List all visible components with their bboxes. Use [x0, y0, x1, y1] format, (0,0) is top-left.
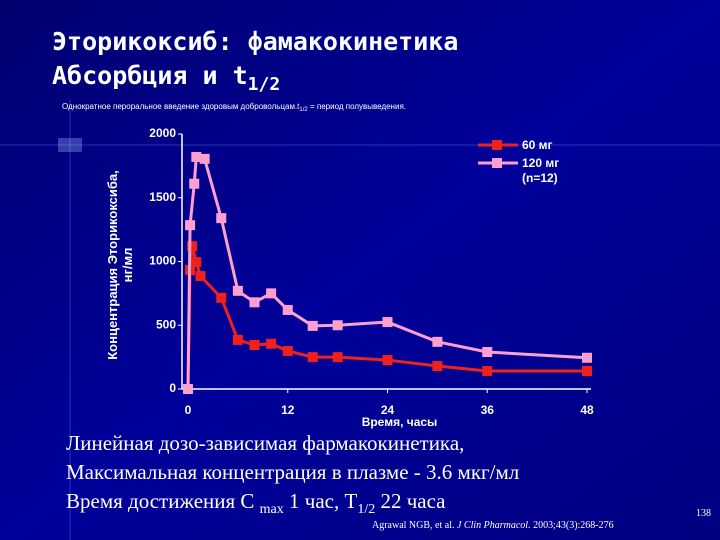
data-point [332, 352, 343, 363]
data-point [432, 361, 443, 372]
y-tick-label: 1000 [149, 254, 176, 268]
data-point [185, 220, 196, 231]
data-point [482, 366, 493, 377]
legend-label: 60 мг [522, 138, 553, 152]
note-text: Максимальная концентрация в плазме - 3.6… [66, 460, 519, 484]
cite-journal: J Clin Pharmacol. [457, 520, 531, 531]
note-text: Линейная дозо-зависимая фармакокинетика, [66, 431, 464, 455]
legend-label: 120 мг (n=12) [522, 156, 560, 185]
data-point [187, 241, 198, 252]
data-point [189, 178, 200, 189]
data-point [266, 338, 277, 349]
data-point [191, 151, 202, 162]
note: Время достижения С max 1 час, Т1/2 22 ча… [66, 489, 446, 517]
data-point [199, 153, 210, 164]
legend-marker [492, 158, 502, 168]
x-tick-label: 12 [281, 403, 295, 417]
x-tick-label: 24 [381, 403, 395, 417]
x-axis-label: Время, часы [362, 415, 438, 429]
cite-text: Agrawal NGB, et al. [372, 520, 457, 531]
data-point [482, 347, 493, 358]
note-sub: 1/2 [357, 502, 375, 517]
data-point [191, 257, 202, 268]
data-point [432, 336, 443, 347]
series-line [186, 155, 588, 390]
data-point [183, 384, 193, 394]
data-point [307, 320, 318, 331]
title-sub: 1/2 [248, 74, 281, 95]
data-point [216, 292, 227, 303]
data-point [307, 352, 318, 363]
cite-text: 2003;43(3):268-276 [531, 520, 614, 531]
subtitle: Однократное пероральное введение здоровы… [62, 102, 406, 113]
notes: Линейная дозо-зависимая фармакокинетика,… [66, 431, 519, 517]
subtitle-text: Однократное пероральное введение здоровы… [62, 102, 300, 111]
title: Эторикоксиб: фамакокинетика [52, 27, 458, 56]
decor-glow [58, 138, 82, 152]
note-sub: max [260, 502, 284, 517]
legend-marker [492, 140, 502, 150]
y-tick-label: 1500 [149, 190, 176, 204]
data-point [249, 340, 260, 351]
plot: 0 500 1000 1500 2000 0 12 24 36 48 Время, часы [149, 126, 594, 429]
data-point [232, 334, 243, 345]
title: Абсорбция и t1/2 [52, 61, 280, 95]
y-tick-label: 0 [169, 381, 176, 395]
data-point [266, 288, 277, 299]
y-tick-label: 2000 [149, 126, 176, 140]
data-point [249, 297, 260, 308]
y-axis-label: Концентрация Эторикоксиба, нг/мл [105, 170, 135, 360]
data-point [195, 271, 206, 282]
note-text: Время достижения С [66, 489, 260, 513]
x-tick-label: 48 [580, 403, 594, 417]
x-tick-label: 36 [481, 403, 495, 417]
subtitle-sub: 1/2 [299, 107, 308, 113]
data-point [232, 285, 243, 296]
data-point [582, 352, 592, 363]
x-tick-label: 0 [185, 403, 192, 417]
data-point [332, 320, 343, 331]
data-point [216, 213, 227, 224]
data-point [582, 366, 592, 377]
note: Линейная дозо-зависимая фармакокинетика, [66, 431, 464, 455]
y-tick-label: 500 [156, 317, 176, 331]
note-text: 22 часа [375, 489, 446, 513]
note-text: 1 час, Т [284, 489, 358, 513]
title-text: Абсорбция и t [52, 61, 248, 90]
data-point [282, 304, 293, 315]
page-number: 138 [696, 508, 711, 519]
citation: Agrawal NGB, et al. J Clin Pharmacol. 20… [372, 520, 614, 531]
note: Максимальная концентрация в плазме - 3.6… [66, 460, 519, 484]
data-point [382, 317, 393, 328]
data-point [382, 355, 393, 366]
series-line [186, 245, 587, 390]
subtitle-text: = период полувыведения. [308, 102, 406, 111]
data-point [282, 346, 293, 357]
